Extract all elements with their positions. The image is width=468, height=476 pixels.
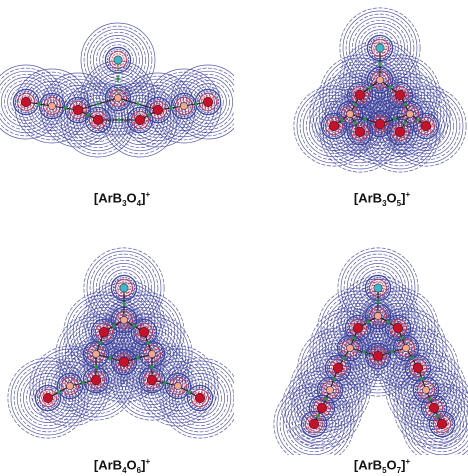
density-contour-lines — [293, 7, 467, 173]
argon-atom — [113, 55, 123, 65]
oxygen-atom — [394, 89, 406, 101]
atomic-basin-rings — [12, 46, 222, 134]
oxygen-atom — [134, 114, 146, 126]
oxygen-atom — [352, 322, 364, 334]
boron-atom — [376, 76, 384, 84]
oxygen-atom — [308, 418, 320, 430]
boron-atom — [92, 350, 100, 358]
boron-atom — [402, 344, 410, 352]
oxygen-atom — [412, 362, 424, 374]
boron-atom — [346, 344, 354, 352]
oxygen-atom — [316, 402, 328, 414]
atom-nuclei — [20, 55, 214, 126]
map-panel-d — [234, 240, 468, 455]
oxygen-atom — [20, 96, 32, 108]
caption-arb5o7: [ArB5O7]+ — [353, 457, 411, 475]
map-panel-b — [234, 0, 468, 185]
boron-atom — [326, 386, 334, 394]
atom-nuclei — [308, 283, 448, 430]
oxygen-atom — [138, 326, 150, 338]
oxygen-atom — [328, 120, 340, 132]
boron-atom — [120, 316, 128, 324]
atomic-basin-rings — [320, 34, 440, 146]
contour-map-arb5o7 — [273, 247, 468, 455]
oxygen-atom — [98, 326, 110, 338]
oxygen-atom — [152, 104, 164, 116]
boron-atom — [148, 350, 156, 358]
atom-nuclei — [42, 283, 206, 404]
argon-atom — [373, 283, 383, 293]
oxygen-atom — [42, 392, 54, 404]
oxygen-atom — [420, 120, 432, 132]
argon-atom — [375, 43, 385, 53]
oxygen-atom — [146, 374, 158, 386]
oxygen-atom — [374, 118, 386, 130]
boron-atom — [66, 382, 74, 390]
boron-atom — [374, 312, 382, 320]
contour-map-arb3o4 — [0, 22, 234, 158]
oxygen-atom — [90, 374, 102, 386]
caption-arb3o5: [ArB3O5]+ — [353, 190, 411, 208]
argon-atom — [119, 283, 129, 293]
boron-atom — [174, 382, 182, 390]
oxygen-atom — [354, 126, 366, 138]
contour-map-arb4o6 — [7, 247, 234, 439]
map-panel-a — [0, 0, 234, 185]
oxygen-atom — [332, 362, 344, 374]
atom-nuclei — [328, 43, 432, 138]
oxygen-atom — [202, 96, 214, 108]
map-panel-c — [0, 240, 234, 455]
oxygen-atom — [72, 104, 84, 116]
oxygen-atom — [118, 356, 130, 368]
oxygen-atom — [394, 126, 406, 138]
caption-arb3o4: [ArB3O4]+ — [93, 190, 151, 208]
oxygen-atom — [428, 402, 440, 414]
oxygen-atom — [92, 114, 104, 126]
boron-atom — [48, 102, 56, 110]
oxygen-atom — [372, 350, 384, 362]
boron-atom — [346, 110, 354, 118]
caption-arb4o6: [ArB4O6]+ — [93, 457, 151, 475]
boron-atom — [406, 110, 414, 118]
boron-atom — [114, 94, 122, 102]
bond-paths — [25, 60, 209, 122]
atomic-basin-rings — [300, 274, 456, 438]
oxygen-atom — [194, 392, 206, 404]
oxygen-atom — [354, 89, 366, 101]
contour-map-arb3o5 — [293, 7, 467, 173]
boron-atom — [180, 102, 188, 110]
boron-atom — [422, 386, 430, 394]
oxygen-atom — [392, 322, 404, 334]
oxygen-atom — [436, 418, 448, 430]
